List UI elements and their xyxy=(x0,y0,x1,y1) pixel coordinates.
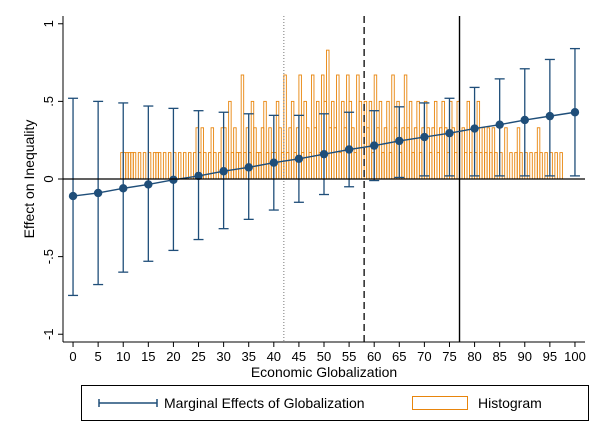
x-tick-label-19: 95 xyxy=(543,349,557,364)
y-tick-label-2: 0 xyxy=(41,175,56,182)
y-tick-label-4: 1 xyxy=(41,20,56,27)
x-tick-label-12: 60 xyxy=(367,349,381,364)
effect-point-8 xyxy=(269,158,279,167)
histogram-bar-7 xyxy=(142,152,147,180)
effect-point-1 xyxy=(93,188,103,198)
axes: -1-.50.510 5 10 15 20 25 30 35 40 45 50 55 60 65 70 75 8… xyxy=(41,16,586,364)
effect-point-19 xyxy=(545,111,555,121)
effect-point-10 xyxy=(319,149,329,159)
x-tick-label-1: 5 xyxy=(95,349,102,364)
histogram-bar-5 xyxy=(132,152,137,180)
histogram-bar-140 xyxy=(519,152,523,180)
x-tick-label-17: 85 xyxy=(492,349,506,364)
y-tick-label-3: .5 xyxy=(41,96,56,107)
marginal-effects-line xyxy=(68,108,580,201)
x-tick-label-4: 20 xyxy=(166,349,180,364)
legend-item-marginal-effects: Marginal Effects of Globalization xyxy=(98,395,365,411)
histogram-bar-12 xyxy=(162,152,167,180)
x-tick-label-3: 15 xyxy=(141,349,155,364)
legend-label-marginal-effects: Marginal Effects of Globalization xyxy=(164,395,365,411)
legend-histogram-swatch xyxy=(412,396,468,410)
x-tick-label-0: 0 xyxy=(69,349,76,364)
legend-item-histogram: Histogram xyxy=(412,395,542,411)
effect-point-18 xyxy=(520,115,529,125)
histogram-layer xyxy=(120,49,563,180)
histogram-bar-149 xyxy=(559,152,563,180)
histogram-bar-17 xyxy=(188,152,192,180)
effect-point-11 xyxy=(344,145,354,154)
legend: Marginal Effects of Globalization Histog… xyxy=(81,385,589,421)
effect-point-7 xyxy=(244,163,253,172)
x-tick-label-5: 25 xyxy=(191,349,205,364)
x-tick-label-14: 70 xyxy=(417,349,431,364)
x-tick-label-20: 100 xyxy=(564,349,586,364)
x-tick-label-15: 75 xyxy=(442,349,456,364)
x-tick-label-6: 30 xyxy=(216,349,230,364)
effect-point-15 xyxy=(445,129,454,138)
x-axis-title: Economic Globalization xyxy=(251,364,397,380)
effect-point-20 xyxy=(570,108,580,117)
x-tick-label-10: 50 xyxy=(317,349,331,364)
histogram-bar-25 xyxy=(213,152,217,180)
x-tick-label-9: 45 xyxy=(292,349,306,364)
effect-point-3 xyxy=(144,180,153,189)
effect-point-6 xyxy=(219,167,228,176)
effect-point-4 xyxy=(169,175,178,184)
y-tick-label-1: -.5 xyxy=(41,249,56,264)
y-tick-label-0: -1 xyxy=(41,328,56,340)
x-tick-label-2: 10 xyxy=(116,349,130,364)
effect-point-5 xyxy=(194,171,203,181)
legend-ci-swatch xyxy=(98,399,158,407)
x-tick-label-8: 40 xyxy=(267,349,281,364)
x-tick-label-16: 80 xyxy=(467,349,481,364)
histogram-bar-6 xyxy=(137,152,142,180)
histogram-bar-136 xyxy=(504,127,508,180)
x-tick-label-11: 55 xyxy=(342,349,356,364)
x-tick-label-13: 65 xyxy=(392,349,406,364)
histogram-bar-16 xyxy=(183,152,187,180)
effect-point-13 xyxy=(395,136,404,146)
histogram-bar-13 xyxy=(167,152,172,180)
axis-labels: Economic Globalization Effect on Inequal… xyxy=(21,120,397,380)
effect-point-14 xyxy=(420,132,429,142)
histogram-bar-134 xyxy=(494,152,498,180)
y-axis-title: Effect on Inequality xyxy=(21,120,37,239)
histogram-bar-145 xyxy=(539,152,543,180)
effect-point-12 xyxy=(369,141,379,150)
x-tick-label-18: 90 xyxy=(518,349,532,364)
effect-point-0 xyxy=(68,191,78,201)
histogram-bar-15 xyxy=(177,152,182,180)
chart-svg: -1-.50.510 5 10 15 20 25 30 35 40 45 50 55 60 65 70 75 8… xyxy=(21,16,586,380)
effect-point-2 xyxy=(119,184,128,193)
histogram-bar-11 xyxy=(157,152,162,180)
effect-point-17 xyxy=(495,120,504,129)
histogram-bar-82 xyxy=(358,100,363,180)
effect-point-9 xyxy=(294,154,304,164)
histogram-bar-148 xyxy=(554,152,558,180)
histogram-bar-142 xyxy=(529,152,533,180)
x-tick-label-7: 35 xyxy=(241,349,255,364)
histogram-bar-137 xyxy=(509,152,513,180)
effect-point-16 xyxy=(470,124,479,133)
histogram-bar-146 xyxy=(544,152,548,180)
legend-label-histogram: Histogram xyxy=(478,395,542,411)
